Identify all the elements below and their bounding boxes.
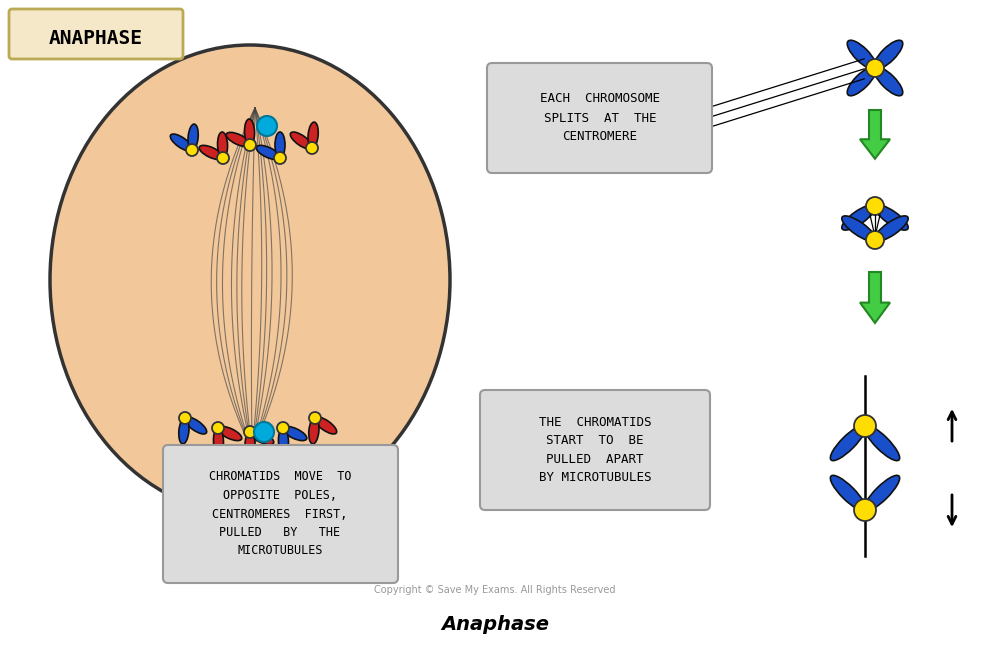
Text: ANAPHASE: ANAPHASE bbox=[49, 30, 143, 48]
Circle shape bbox=[217, 152, 229, 164]
Circle shape bbox=[866, 59, 884, 77]
FancyBboxPatch shape bbox=[480, 390, 710, 510]
Ellipse shape bbox=[308, 122, 318, 148]
Ellipse shape bbox=[170, 134, 192, 151]
Circle shape bbox=[254, 422, 274, 442]
Ellipse shape bbox=[283, 426, 307, 441]
Circle shape bbox=[186, 144, 198, 156]
Ellipse shape bbox=[184, 417, 207, 434]
FancyBboxPatch shape bbox=[9, 9, 183, 59]
Ellipse shape bbox=[842, 205, 875, 230]
Text: CHROMATIDS  MOVE  TO
OPPOSITE  POLES,
CENTROMERES  FIRST,
PULLED   BY   THE
MICR: CHROMATIDS MOVE TO OPPOSITE POLES, CENTR… bbox=[209, 470, 351, 557]
Ellipse shape bbox=[831, 475, 865, 511]
Ellipse shape bbox=[275, 132, 285, 158]
Ellipse shape bbox=[199, 145, 223, 160]
Ellipse shape bbox=[831, 425, 865, 461]
Circle shape bbox=[866, 231, 884, 249]
Ellipse shape bbox=[874, 40, 903, 69]
FancyBboxPatch shape bbox=[487, 63, 712, 173]
Ellipse shape bbox=[847, 67, 876, 96]
Ellipse shape bbox=[227, 132, 250, 147]
Ellipse shape bbox=[50, 45, 450, 515]
Ellipse shape bbox=[315, 417, 337, 434]
Ellipse shape bbox=[874, 67, 903, 96]
Ellipse shape bbox=[278, 428, 288, 454]
Circle shape bbox=[257, 116, 277, 136]
FancyBboxPatch shape bbox=[163, 445, 398, 583]
Text: EACH  CHROMOSOME
SPLITS  AT  THE
CENTROMERE: EACH CHROMOSOME SPLITS AT THE CENTROMERE bbox=[540, 92, 660, 143]
Circle shape bbox=[866, 197, 884, 215]
Circle shape bbox=[244, 139, 256, 151]
Ellipse shape bbox=[245, 432, 255, 458]
Ellipse shape bbox=[874, 205, 908, 230]
Circle shape bbox=[244, 426, 256, 438]
Circle shape bbox=[306, 142, 318, 154]
Text: Anaphase: Anaphase bbox=[441, 616, 549, 634]
Ellipse shape bbox=[290, 132, 313, 149]
Ellipse shape bbox=[874, 216, 908, 241]
Ellipse shape bbox=[245, 119, 254, 145]
Text: THE  CHROMATIDS
START  TO  BE
PULLED  APART
BY MICROTUBULES: THE CHROMATIDS START TO BE PULLED APART … bbox=[539, 416, 651, 484]
Circle shape bbox=[179, 412, 191, 424]
Text: Copyright © Save My Exams. All Rights Reserved: Copyright © Save My Exams. All Rights Re… bbox=[374, 585, 616, 595]
Ellipse shape bbox=[842, 216, 875, 241]
Ellipse shape bbox=[847, 40, 876, 69]
Ellipse shape bbox=[309, 418, 319, 444]
Ellipse shape bbox=[864, 425, 900, 461]
FancyArrow shape bbox=[860, 272, 890, 323]
Circle shape bbox=[212, 422, 224, 434]
Ellipse shape bbox=[218, 132, 228, 158]
Circle shape bbox=[274, 152, 286, 164]
FancyArrow shape bbox=[860, 110, 890, 159]
Circle shape bbox=[854, 499, 876, 521]
Ellipse shape bbox=[188, 124, 198, 150]
Ellipse shape bbox=[249, 430, 274, 444]
Ellipse shape bbox=[218, 426, 242, 441]
Ellipse shape bbox=[179, 418, 189, 444]
Ellipse shape bbox=[214, 428, 224, 454]
Ellipse shape bbox=[256, 145, 280, 160]
Circle shape bbox=[277, 422, 289, 434]
Ellipse shape bbox=[864, 475, 900, 511]
Circle shape bbox=[854, 415, 876, 437]
Circle shape bbox=[309, 412, 321, 424]
